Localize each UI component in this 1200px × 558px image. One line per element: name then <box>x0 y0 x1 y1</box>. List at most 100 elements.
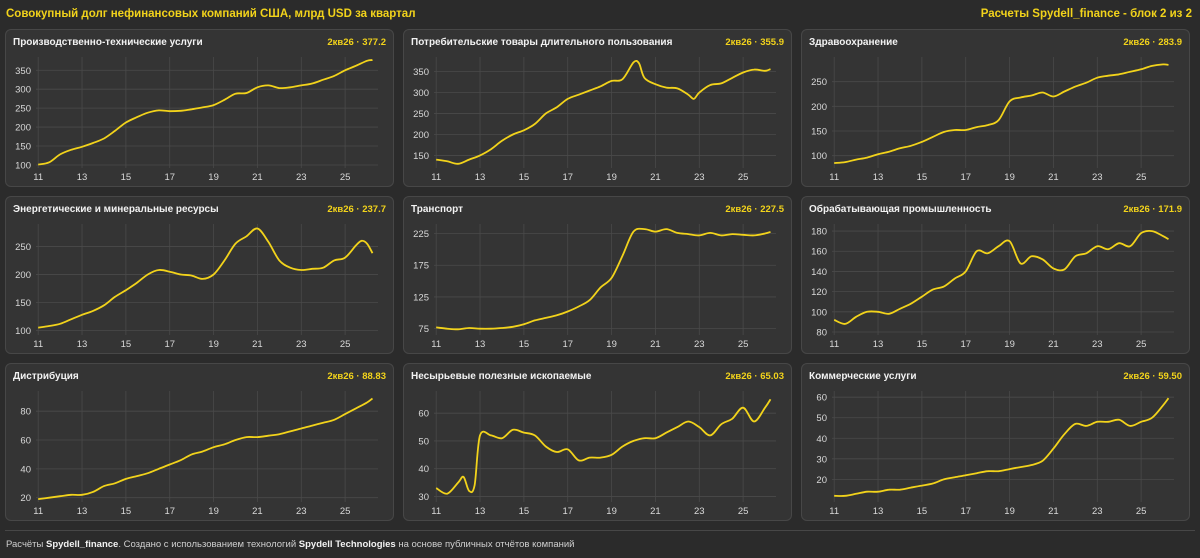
x-tick-label: 23 <box>694 506 705 517</box>
footer-brand-2: Spydell Technologies <box>298 539 396 550</box>
chart-panel-3: 100 150 200 250 11 13 15 17 19 21 23 25 Здравоохране… <box>801 29 1190 187</box>
y-tick-label: 150 <box>15 298 31 309</box>
x-tick-label: 13 <box>475 506 486 517</box>
chart-title: Энергетические и минеральные ресурсы <box>13 204 219 215</box>
x-tick-label: 19 <box>606 506 617 517</box>
series-line <box>435 398 772 495</box>
x-tick-label: 23 <box>296 506 307 517</box>
x-tick-label: 13 <box>77 506 88 517</box>
x-tick-label: 21 <box>252 339 263 350</box>
x-tick-label: 19 <box>606 339 617 350</box>
y-tick-label: 350 <box>413 67 429 78</box>
x-tick-label: 11 <box>431 339 441 350</box>
x-tick-label: 15 <box>121 172 132 183</box>
chart-panel-2: 150 200 250 300 350 11 13 15 17 19 21 23 25 Потребите… <box>403 29 792 187</box>
y-tick-label: 60 <box>418 409 429 420</box>
x-tick-label: 11 <box>829 172 839 183</box>
x-tick-label: 25 <box>738 172 749 183</box>
x-tick-label: 17 <box>164 339 175 350</box>
footer-brand-1: Spydell_finance <box>46 539 119 550</box>
y-tick-label: 150 <box>811 127 827 138</box>
chart-value-label: 2кв26 · 355.9 <box>725 37 784 48</box>
x-tick-label: 21 <box>252 506 263 517</box>
y-tick-label: 125 <box>413 292 429 303</box>
x-tick-label: 21 <box>650 172 661 183</box>
y-tick-label: 350 <box>15 66 31 77</box>
chart-value-label: 2кв26 · 377.2 <box>327 37 386 48</box>
chart-value-label: 2кв26 · 171.9 <box>1123 204 1182 215</box>
y-tick-label: 175 <box>413 261 429 272</box>
y-tick-label: 200 <box>413 130 429 141</box>
chart-title: Производственно-технические услуги <box>13 37 203 48</box>
chart-title: Обрабатывающая промышленность <box>809 204 992 215</box>
y-tick-label: 250 <box>15 242 31 253</box>
x-tick-label: 19 <box>1004 172 1015 183</box>
x-tick-label: 13 <box>77 172 88 183</box>
x-tick-label: 25 <box>738 339 749 350</box>
x-tick-label: 15 <box>121 506 132 517</box>
chart-value-label: 2кв26 · 65.03 <box>725 371 784 382</box>
y-tick-label: 40 <box>418 464 429 475</box>
y-tick-label: 250 <box>811 77 827 88</box>
chart-panel-1: 100 150 200 250 300 350 11 13 15 17 19 21 23 25 Произв… <box>5 29 394 187</box>
x-tick-label: 19 <box>208 506 219 517</box>
x-tick-label: 17 <box>562 339 573 350</box>
x-tick-label: 13 <box>873 506 884 517</box>
x-tick-label: 15 <box>917 172 928 183</box>
series-line <box>834 397 1170 497</box>
series-line <box>436 59 771 165</box>
chart-svg: 150 200 250 300 350 11 13 15 17 19 21 23 25 <box>413 57 776 183</box>
x-tick-label: 13 <box>873 172 884 183</box>
y-tick-label: 100 <box>15 326 31 337</box>
x-tick-label: 17 <box>960 172 971 183</box>
y-tick-label: 160 <box>811 247 827 258</box>
footer-prefix: Расчёты <box>6 539 46 550</box>
x-tick-label: 13 <box>475 172 486 183</box>
y-tick-label: 200 <box>15 270 31 281</box>
series-line <box>833 229 1169 325</box>
y-tick-label: 200 <box>811 102 827 113</box>
y-tick-label: 50 <box>418 436 429 447</box>
y-tick-label: 80 <box>816 327 827 338</box>
x-tick-label: 21 <box>650 339 661 350</box>
x-tick-label: 23 <box>296 339 307 350</box>
series-line <box>38 227 374 329</box>
x-tick-label: 21 <box>650 506 661 517</box>
x-tick-label: 21 <box>1048 339 1059 350</box>
x-tick-label: 23 <box>694 172 705 183</box>
x-tick-label: 25 <box>340 172 351 183</box>
series-line <box>436 227 771 331</box>
y-tick-label: 200 <box>15 123 31 134</box>
page-title: Совокупный долг нефинансовых компаний СШ… <box>6 8 416 20</box>
y-tick-label: 150 <box>15 142 31 153</box>
y-tick-label: 40 <box>20 464 31 475</box>
y-tick-label: 250 <box>413 109 429 120</box>
y-tick-label: 250 <box>15 104 31 115</box>
x-tick-label: 23 <box>694 339 705 350</box>
x-tick-label: 15 <box>917 506 928 517</box>
x-tick-label: 25 <box>1136 506 1147 517</box>
x-tick-label: 17 <box>164 506 175 517</box>
x-tick-label: 15 <box>917 339 928 350</box>
y-tick-label: 300 <box>413 88 429 99</box>
x-tick-label: 21 <box>1048 506 1059 517</box>
y-tick-label: 180 <box>811 227 827 238</box>
chart-title: Несырьевые полезные ископаемые <box>411 371 592 382</box>
x-tick-label: 19 <box>1004 506 1015 517</box>
footer-suffix: на основе публичных отчётов компаний <box>395 539 575 550</box>
x-tick-label: 23 <box>1092 339 1103 350</box>
chart-panel-4: 100 150 200 250 11 13 15 17 19 21 23 25 Энергетическ… <box>5 196 394 354</box>
footer-mid: . Создано с использованием технологий <box>118 539 299 550</box>
x-tick-label: 19 <box>208 339 219 350</box>
y-tick-label: 225 <box>413 229 429 240</box>
x-tick-label: 25 <box>1136 172 1147 183</box>
y-tick-label: 140 <box>811 267 827 278</box>
chart-value-label: 2кв26 · 227.5 <box>725 204 784 215</box>
x-tick-label: 11 <box>33 172 43 183</box>
x-tick-label: 13 <box>475 339 486 350</box>
series-line <box>834 63 1169 164</box>
chart-panel-9: 20 30 40 50 60 11 13 15 17 19 21 23 25 Коммерческие у… <box>801 363 1190 521</box>
x-tick-label: 11 <box>829 339 839 350</box>
x-tick-label: 25 <box>738 506 749 517</box>
chart-panel-7: 20 40 60 80 11 13 15 17 19 21 23 25 Дистрибуция 2кв26… <box>5 363 394 521</box>
